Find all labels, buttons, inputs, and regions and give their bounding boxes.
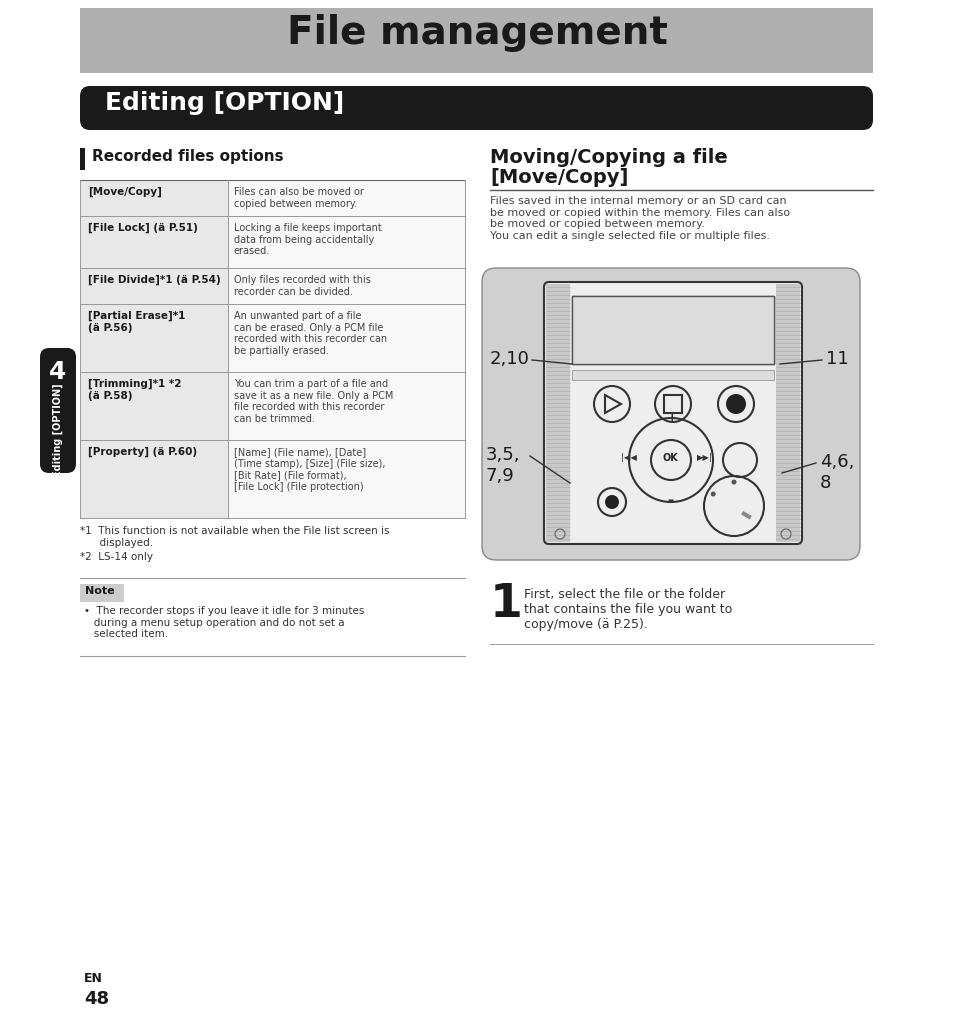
Text: 4: 4 [50, 360, 67, 384]
Text: 1: 1 [490, 582, 522, 627]
Text: OK: OK [662, 453, 678, 463]
Circle shape [725, 394, 745, 414]
Text: First, select the file or the folder
that contains the file you want to
copy/mov: First, select the file or the folder tha… [523, 588, 732, 631]
Bar [80, 148, 85, 170]
Text: Recorded files options: Recorded files options [91, 149, 283, 164]
Text: Files saved in the internal memory or an SD card can
be moved or copied within t: Files saved in the internal memory or an… [490, 196, 789, 240]
Bar [572, 296, 773, 364]
Bar [228, 440, 464, 518]
Bar [80, 8, 872, 73]
Text: [File Lock] (ä P.51): [File Lock] (ä P.51) [88, 223, 197, 233]
FancyBboxPatch shape [481, 268, 859, 560]
Text: You can trim a part of a file and
save it as a new file. Only a PCM
file recorde: You can trim a part of a file and save i… [233, 379, 393, 424]
Text: •  The recorder stops if you leave it idle for 3 minutes
   during a menu setup : • The recorder stops if you leave it idl… [84, 606, 364, 639]
Text: –: – [666, 494, 673, 507]
Text: Files can also be moved or
copied between memory.: Files can also be moved or copied betwee… [233, 187, 363, 209]
Text: *1  This function is not available when the File list screen is
      displayed.: *1 This function is not available when t… [80, 526, 389, 547]
Circle shape [731, 480, 736, 485]
Bar [80, 268, 228, 304]
Text: +: + [666, 412, 677, 425]
FancyBboxPatch shape [80, 86, 872, 130]
Bar [228, 216, 464, 268]
Text: Locking a file keeps important
data from being accidentally
erased.: Locking a file keeps important data from… [233, 223, 381, 256]
Bar [228, 372, 464, 440]
FancyBboxPatch shape [543, 282, 801, 544]
Text: Editing [OPTION]: Editing [OPTION] [52, 384, 63, 477]
Bar [80, 584, 124, 602]
FancyBboxPatch shape [40, 348, 76, 473]
Text: An unwanted part of a file
can be erased. Only a PCM file
recorded with this rec: An unwanted part of a file can be erased… [233, 311, 387, 356]
Text: [Move/Copy]: [Move/Copy] [490, 168, 628, 187]
Text: [Trimming]*1 *2
(ä P.58): [Trimming]*1 *2 (ä P.58) [88, 379, 181, 401]
Bar [572, 370, 773, 380]
Text: 48: 48 [84, 990, 109, 1008]
Bar [740, 512, 751, 520]
Text: *2  LS-14 only: *2 LS-14 only [80, 552, 152, 562]
Text: 2,10: 2,10 [490, 350, 529, 368]
Text: [Name] (File name), [Date]
(Time stamp), [Size] (File size),
[Bit Rate] (File fo: [Name] (File name), [Date] (Time stamp),… [233, 447, 385, 492]
Text: Note: Note [85, 586, 114, 596]
Text: Only files recorded with this
recorder can be divided.: Only files recorded with this recorder c… [233, 275, 371, 297]
Text: File management: File management [286, 14, 667, 52]
Text: 4,6,
8: 4,6, 8 [820, 453, 854, 492]
Text: Moving/Copying a file: Moving/Copying a file [490, 148, 727, 167]
Bar [228, 268, 464, 304]
Bar [228, 304, 464, 372]
Circle shape [710, 491, 715, 496]
Text: Editing [OPTION]: Editing [OPTION] [105, 91, 344, 115]
Bar [545, 284, 569, 542]
Text: 11: 11 [825, 350, 848, 368]
Bar [80, 440, 228, 518]
Text: 3,5,
7,9: 3,5, 7,9 [485, 446, 520, 485]
Text: [Partial Erase]*1
(ä P.56): [Partial Erase]*1 (ä P.56) [88, 311, 185, 332]
Text: [Property] (ä P.60): [Property] (ä P.60) [88, 447, 197, 457]
Text: |◀◀: |◀◀ [620, 453, 637, 462]
Text: EN: EN [84, 972, 103, 985]
Bar [663, 395, 681, 413]
Bar [80, 180, 228, 216]
Bar [80, 304, 228, 372]
Bar [572, 296, 773, 364]
Bar [80, 216, 228, 268]
Text: [Move/Copy]: [Move/Copy] [88, 187, 162, 197]
Circle shape [604, 495, 618, 509]
Bar [775, 284, 800, 542]
Bar [228, 180, 464, 216]
Bar [80, 372, 228, 440]
Text: ▶▶|: ▶▶| [697, 453, 712, 462]
Text: [File Divide]*1 (ä P.54): [File Divide]*1 (ä P.54) [88, 275, 220, 285]
